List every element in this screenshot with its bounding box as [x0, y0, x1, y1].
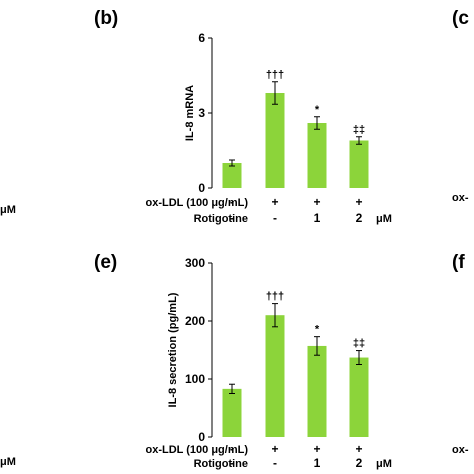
y-axis-label: IL-8 mRNA: [184, 85, 196, 141]
left-top-unit-fragment: μM: [0, 204, 16, 216]
bar: [222, 163, 242, 188]
significance-mark: ‡‡: [353, 338, 365, 350]
bar: [307, 123, 327, 188]
condition-value: -: [230, 442, 234, 456]
significance-mark: †††: [266, 69, 284, 81]
chart-il8-secretion: 0 100 200 300 IL-8 secretion (pg/mL) ††† * ‡‡ ox…: [146, 256, 392, 470]
condition-row-label: Rotigotine: [194, 213, 248, 225]
right-top-oxldl-fragment: ox-: [452, 192, 469, 204]
condition-value: +: [313, 195, 320, 209]
bar: [307, 345, 327, 437]
dose-unit: μM: [376, 213, 392, 225]
condition-value: -: [273, 211, 277, 225]
y-tick-label: 0: [198, 430, 205, 444]
condition-value: -: [273, 456, 277, 470]
bar: [265, 315, 285, 437]
condition-value: 1: [314, 211, 321, 225]
condition-value: 2: [356, 211, 363, 225]
significance-mark: *: [315, 104, 320, 116]
condition-value: -: [230, 195, 234, 209]
panel-label-c: (c: [452, 8, 469, 29]
significance-mark: *: [315, 324, 320, 336]
panel-label-f: (f: [452, 252, 465, 273]
significance-mark: †††: [266, 291, 284, 303]
left-bottom-unit-fragment: μM: [0, 456, 16, 468]
y-tick-label: 200: [185, 314, 205, 328]
bar: [349, 357, 369, 437]
condition-row-label: ox-LDL (100 μg/mL): [146, 197, 249, 209]
condition-value: -: [230, 456, 234, 470]
condition-value: +: [355, 442, 362, 456]
panel-label-e: (e): [94, 252, 118, 273]
condition-value: 1: [314, 456, 321, 470]
bar: [222, 388, 242, 437]
y-tick-label: 100: [185, 372, 205, 386]
condition-value: +: [271, 442, 278, 456]
condition-value: +: [271, 195, 278, 209]
bar: [349, 140, 369, 188]
dose-unit: μM: [376, 458, 392, 470]
condition-value: +: [313, 442, 320, 456]
y-tick-label: 0: [198, 181, 205, 195]
panel-label-b: (b): [94, 8, 119, 29]
y-tick-label: 3: [198, 106, 205, 120]
right-bottom-oxldl-fragment: ox-: [452, 444, 469, 456]
condition-row-label: Rotigotine: [194, 458, 248, 470]
condition-value: -: [230, 211, 234, 225]
bar: [265, 93, 285, 188]
y-tick-label: 6: [198, 31, 205, 45]
y-tick-label: 300: [185, 256, 205, 270]
significance-mark: ‡‡: [353, 124, 365, 136]
condition-value: +: [355, 195, 362, 209]
condition-row-label: ox-LDL (100 μg/mL): [146, 444, 249, 456]
y-axis-label: IL-8 secretion (pg/mL): [167, 292, 179, 407]
condition-value: 2: [356, 456, 363, 470]
